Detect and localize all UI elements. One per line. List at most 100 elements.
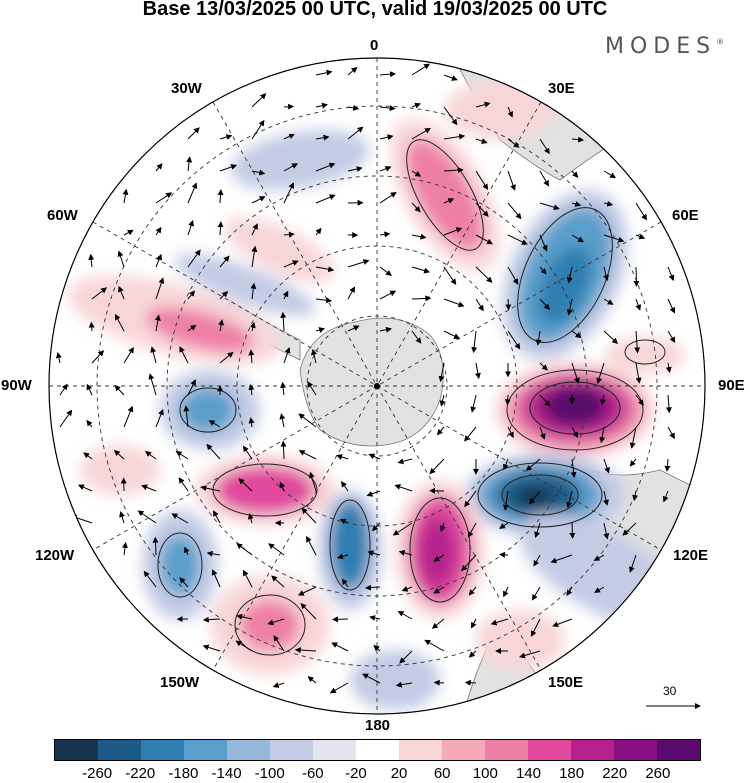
wind-vector (339, 518, 349, 525)
wind-vector (379, 105, 396, 112)
colorbar-swatch (614, 740, 657, 760)
wind-vector (86, 419, 93, 428)
wind-vector (155, 192, 173, 204)
wind-vector (341, 578, 349, 588)
colorbar-tick-label: -180 (168, 765, 199, 782)
wind-vector (59, 409, 73, 428)
wind-vector (283, 182, 294, 204)
wind-vector (187, 379, 196, 396)
wind-vector (379, 290, 397, 300)
colorbar-ticks: -260 -220 -180 -140 -100 -60 -20 20 60 100 140 180 2… (0, 765, 750, 783)
colorbar-tick-label: 20 (390, 765, 408, 782)
wind-vector (535, 330, 542, 346)
wind-vector (315, 69, 333, 76)
wind-vector (187, 219, 194, 236)
wind-vector (571, 362, 580, 384)
wind-vector (439, 394, 446, 407)
wind-vector (475, 138, 488, 144)
wind-vector (283, 231, 295, 238)
wind-vector (187, 249, 201, 268)
wind-vector (307, 676, 317, 684)
wind-vector (122, 188, 129, 204)
wind-vector (570, 458, 577, 479)
wind-vector (394, 484, 413, 492)
wind-vector (171, 513, 189, 524)
anomaly-field (68, 80, 685, 710)
wind-vector (155, 277, 165, 300)
map-title: Base 13/03/2025 00 UTC, valid 19/03/2025… (142, 0, 608, 20)
wind-vector (347, 104, 360, 111)
wind-vector (315, 194, 336, 204)
wind-vector (379, 231, 391, 238)
colorbar-tick-label: -20 (345, 765, 367, 782)
wind-vector (539, 394, 551, 407)
wind-vector (628, 554, 637, 573)
wind-vector (267, 618, 285, 626)
wind-vector (248, 417, 255, 428)
wind-vector (443, 330, 461, 339)
wind-vector (341, 480, 349, 492)
wind-vector (251, 223, 258, 236)
wind-vector (280, 381, 287, 396)
wind-vector (315, 227, 322, 236)
wind-vector (667, 298, 676, 314)
wind-vector (315, 102, 328, 109)
wind-vector (251, 196, 266, 204)
wind-vector (251, 169, 266, 176)
wind-vector (118, 285, 125, 300)
wind-vector (632, 490, 639, 502)
colorbar-tick-label: 100 (472, 765, 498, 782)
wind-vector (273, 635, 285, 652)
wind-vector (552, 618, 573, 628)
wind-vector (667, 426, 675, 440)
wind-vector (379, 134, 394, 141)
wind-vector (433, 554, 445, 562)
lon-label-120w: 120W (35, 547, 75, 564)
wind-vector (566, 266, 573, 284)
wind-vector (499, 551, 509, 558)
wind-vector (217, 189, 224, 204)
wind-vector (399, 650, 413, 664)
wind-vector (507, 170, 516, 191)
wind-vector (301, 507, 317, 524)
lon-label-0: 0 (370, 37, 379, 54)
wind-vector (603, 298, 614, 305)
wind-vector (600, 394, 606, 406)
wind-vector (91, 350, 105, 364)
wind-vector (336, 454, 349, 460)
colorbar-swatch (528, 740, 571, 760)
wind-vector (664, 458, 671, 472)
wind-vector (208, 420, 221, 428)
wind-vector (571, 201, 582, 207)
wind-vector (117, 250, 125, 268)
lon-label-90e: 90E (718, 377, 745, 394)
wind-vector (629, 426, 637, 449)
wind-vector (443, 74, 458, 81)
wind-vector (88, 253, 95, 268)
colorbar-swatch (399, 740, 442, 760)
wind-vector (443, 167, 464, 174)
wind-vector (629, 458, 637, 467)
wind-vector (502, 458, 509, 471)
colorbar-swatch (141, 740, 184, 760)
wind-vector (490, 618, 509, 626)
wind-vector (187, 290, 196, 300)
wind-vector (596, 362, 605, 384)
wind-vector (294, 647, 317, 654)
wind-vector (187, 127, 200, 140)
wind-vector (474, 362, 481, 380)
wind-vector (150, 346, 157, 364)
colorbar-swatch (356, 740, 399, 760)
vector-scale-label: 30 (663, 684, 677, 698)
wind-vector (279, 413, 286, 428)
wind-vector (155, 163, 163, 172)
wind-vector (468, 650, 477, 658)
wind-vector (347, 66, 358, 76)
wind-vector (202, 616, 221, 623)
wind-vector (283, 133, 296, 140)
lon-label-120e: 120E (673, 547, 709, 564)
wind-vector (331, 642, 349, 652)
wind-vector (141, 484, 157, 492)
wind-vector (187, 324, 197, 332)
wind-vector (283, 103, 295, 110)
